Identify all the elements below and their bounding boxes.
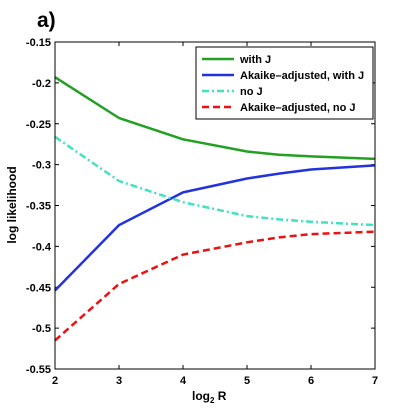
legend-entry: Akaike–adjusted, no J [240,102,356,114]
legend-entry: no J [240,86,263,98]
x-axis-label-main: log [192,389,210,403]
y-tick-label: -0.2 [32,78,51,90]
y-tick-label: -0.5 [32,323,51,335]
legend: with J Akaike–adjusted, with J no J Akaike–… [196,47,373,119]
y-tick-label: -0.55 [26,364,51,376]
x-tick-label: 5 [244,375,250,387]
x-tick-label: 4 [180,375,187,387]
y-tick-label: -0.45 [26,282,51,294]
y-tick-label: -0.3 [32,160,51,172]
x-tick-label: 2 [52,375,58,387]
x-tick-labels: 2 3 4 5 6 7 [52,375,378,387]
y-axis-label: log likelihood [5,166,19,243]
legend-entry: with J [239,54,271,66]
y-tick-label: -0.15 [26,37,51,49]
panel-label: a) [37,9,56,32]
legend-entry: Akaike–adjusted, with J [240,70,364,82]
y-tick-label: -0.4 [32,241,52,253]
x-tick-label: 3 [116,375,122,387]
y-tick-labels: -0.55 -0.5 -0.45 -0.4 -0.35 -0.3 -0.25 -0.2 -0.1… [26,37,52,376]
y-tick-label: -0.35 [26,201,51,213]
x-axis-label-suffix: R [214,389,226,403]
x-tick-label: 6 [308,375,314,387]
y-tick-label: -0.25 [26,119,51,131]
x-axis-label: log2 R [192,389,227,405]
x-tick-label: 7 [372,375,378,387]
